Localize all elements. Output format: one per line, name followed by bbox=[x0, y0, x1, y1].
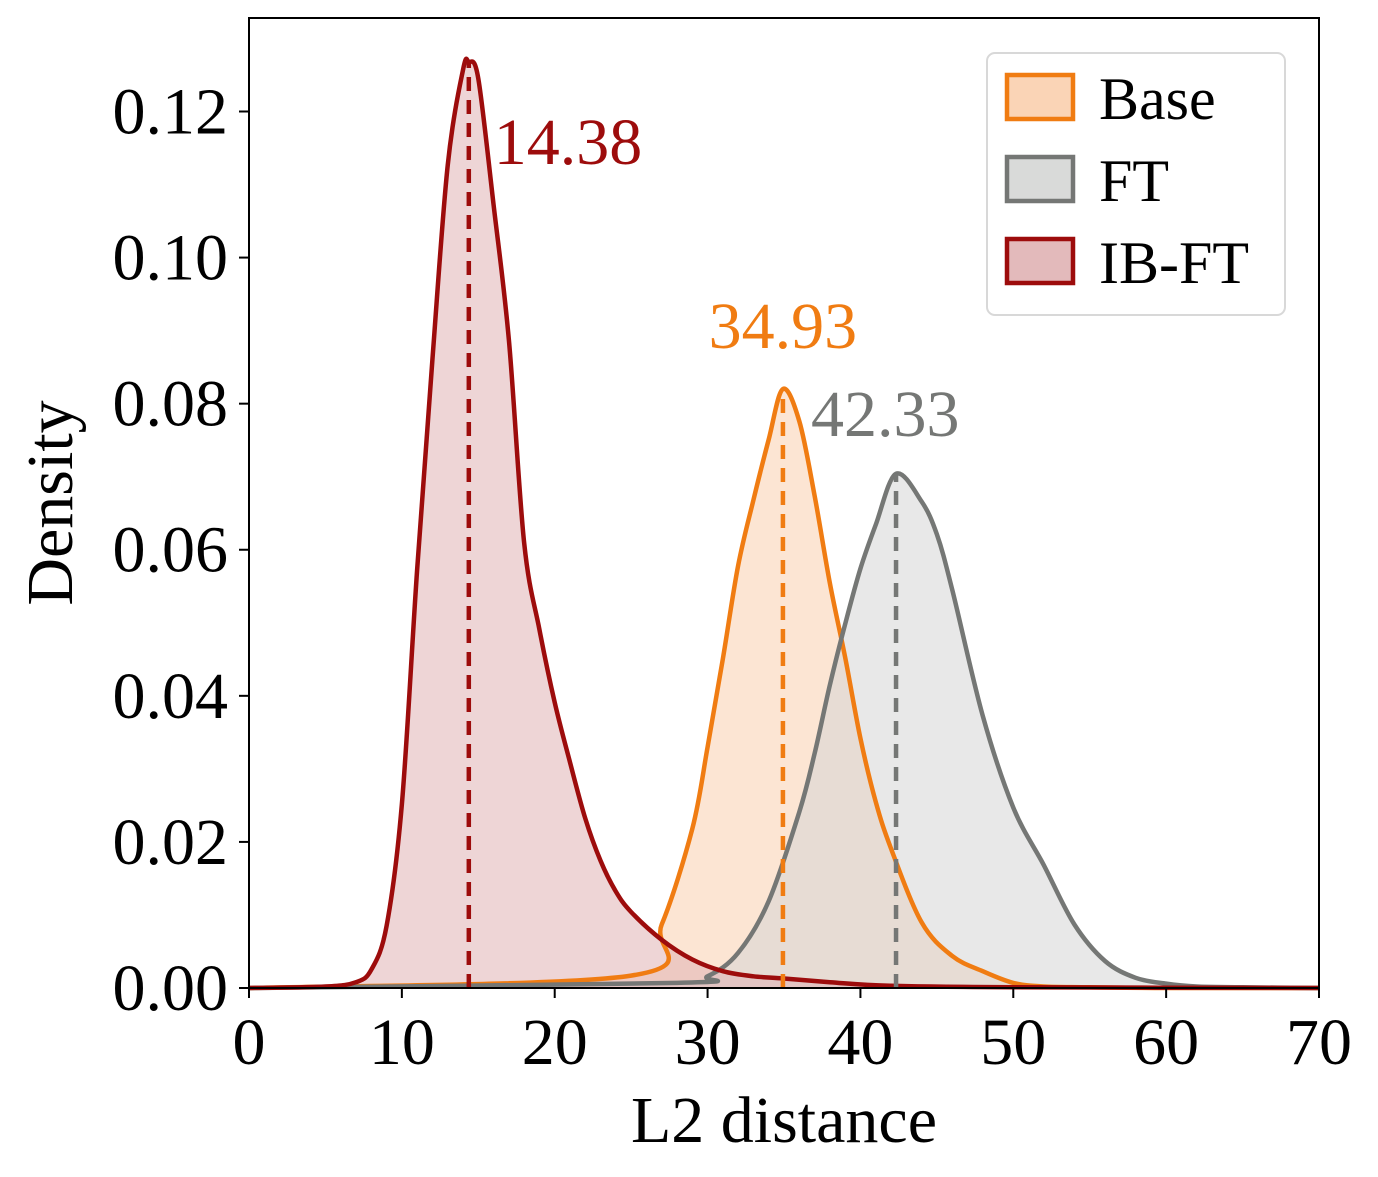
legend-label-ft: FT bbox=[1099, 148, 1169, 214]
legend-label-base: Base bbox=[1099, 66, 1216, 132]
mean-label-ft: 42.33 bbox=[811, 378, 960, 451]
x-axis-label: L2 distance bbox=[631, 1084, 937, 1157]
y-axis-label: Density bbox=[14, 400, 87, 605]
x-tick-label: 70 bbox=[1286, 1006, 1352, 1079]
y-tick-label: 0.02 bbox=[113, 806, 229, 879]
x-tick-label: 20 bbox=[522, 1006, 588, 1079]
x-tick-label: 0 bbox=[233, 1006, 266, 1079]
mean-label-base: 34.93 bbox=[709, 290, 858, 363]
line-ib-ft bbox=[248, 56, 1320, 991]
y-tick-label: 0.00 bbox=[113, 952, 229, 1025]
x-tick-label: 30 bbox=[675, 1006, 741, 1079]
x-tick-label: 40 bbox=[827, 1006, 893, 1079]
x-tick-label: 50 bbox=[980, 1006, 1046, 1079]
line-ft bbox=[248, 471, 1320, 991]
line-base bbox=[248, 386, 1319, 991]
x-tick-label: 10 bbox=[369, 1006, 435, 1079]
area-ib-ft bbox=[249, 58, 1319, 989]
density-lines bbox=[248, 56, 1320, 991]
x-tick-label: 60 bbox=[1133, 1006, 1199, 1079]
y-tick-label: 0.04 bbox=[113, 660, 229, 733]
y-tick-label: 0.08 bbox=[113, 368, 229, 441]
legend: Base FT IB-FT bbox=[986, 52, 1286, 316]
legend-swatch-ib-ft bbox=[1004, 236, 1076, 286]
x-axis: 0 10 20 30 40 50 60 70 bbox=[233, 988, 1352, 1079]
plot-frame bbox=[248, 17, 1320, 989]
y-axis: 0.00 0.02 0.04 0.06 0.08 0.10 0.12 bbox=[113, 75, 249, 1025]
mean-labels: 34.93 42.33 14.38 bbox=[494, 106, 960, 451]
legend-swatch-ft bbox=[1004, 154, 1076, 204]
y-tick-label: 0.06 bbox=[113, 514, 229, 587]
legend-swatch-base bbox=[1004, 72, 1076, 122]
y-tick-label: 0.10 bbox=[113, 222, 229, 295]
mean-lines bbox=[466, 61, 899, 988]
y-tick-label: 0.12 bbox=[113, 75, 229, 148]
legend-label-ib-ft: IB-FT bbox=[1099, 230, 1249, 296]
mean-label-ib-ft: 14.38 bbox=[494, 106, 643, 179]
